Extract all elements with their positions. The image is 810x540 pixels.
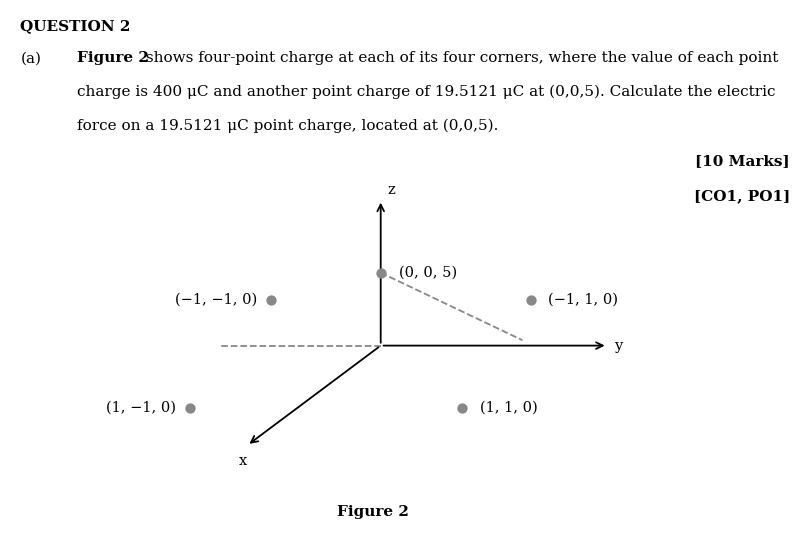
Text: (1, −1, 0): (1, −1, 0) [106,401,176,415]
Point [455,403,468,412]
Text: Figure 2: Figure 2 [77,51,149,65]
Text: z: z [387,183,395,197]
Text: y: y [614,339,622,353]
Text: (1, 1, 0): (1, 1, 0) [480,401,537,415]
Text: (a): (a) [20,51,41,65]
Text: [10 Marks]: [10 Marks] [695,154,790,168]
Text: force on a 19.5121 μC point charge, located at (0,0,5).: force on a 19.5121 μC point charge, loca… [77,118,498,133]
Text: shows four-point charge at each of its four corners, where the value of each poi: shows four-point charge at each of its f… [141,51,778,65]
Text: x: x [239,454,247,468]
Point [524,295,537,304]
Text: (0, 0, 5): (0, 0, 5) [399,266,457,280]
Point [184,403,197,412]
Text: charge is 400 μC and another point charge of 19.5121 μC at (0,0,5). Calculate th: charge is 400 μC and another point charg… [77,85,775,99]
Text: QUESTION 2: QUESTION 2 [20,19,130,33]
Point [374,268,387,277]
Text: [CO1, PO1]: [CO1, PO1] [693,189,790,203]
Text: Figure 2: Figure 2 [337,505,408,519]
Point [265,295,278,304]
Text: (−1, 1, 0): (−1, 1, 0) [548,293,618,307]
Text: (−1, −1, 0): (−1, −1, 0) [174,293,257,307]
